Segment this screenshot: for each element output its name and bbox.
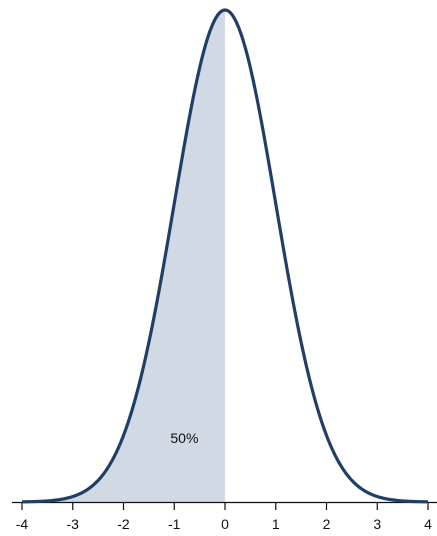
x-tick-label: -1 — [168, 516, 181, 532]
x-tick-label: 1 — [272, 516, 280, 532]
x-tick-label: -2 — [117, 516, 130, 532]
x-tick-label: 2 — [323, 516, 331, 532]
x-tick-label: 0 — [221, 516, 229, 532]
shaded-area — [22, 10, 225, 502]
x-tick-label: -3 — [67, 516, 80, 532]
x-tick-label: 4 — [424, 516, 432, 532]
x-tick-label: -4 — [16, 516, 29, 532]
density-curve — [21, 8, 429, 504]
percentage-annotation: 50% — [170, 430, 198, 446]
x-tick-label: 3 — [373, 516, 381, 532]
